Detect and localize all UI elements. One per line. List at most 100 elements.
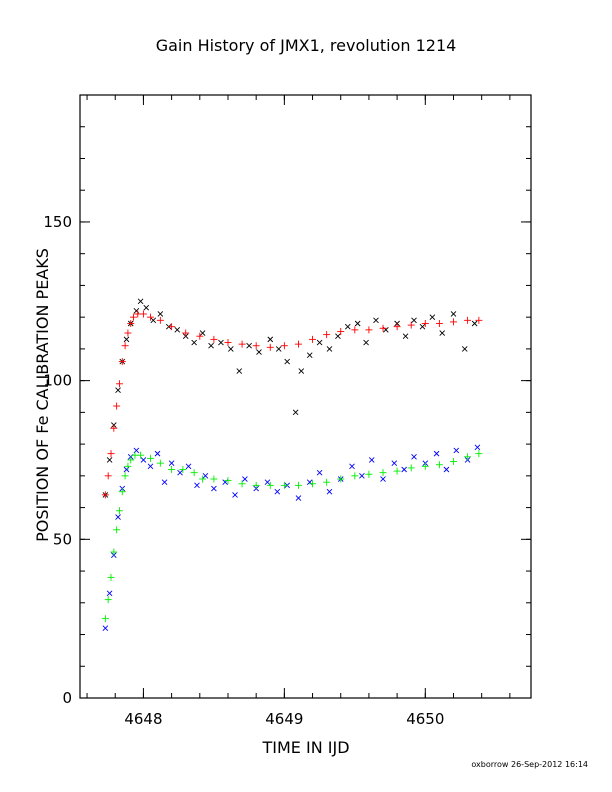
footer-credit: oxborrow 26-Sep-2012 16:14 [471, 760, 588, 769]
data-point [224, 477, 232, 485]
data-point [349, 463, 355, 470]
data-point [267, 336, 274, 343]
data-point [337, 327, 345, 335]
data-point [256, 349, 262, 355]
data-point [411, 453, 417, 460]
marker-stroke [391, 460, 398, 466]
data-point [190, 469, 198, 477]
data-point [130, 313, 138, 321]
marker-stroke [256, 349, 262, 355]
marker-stroke [174, 327, 181, 333]
data-point [359, 473, 365, 479]
data-point [380, 476, 386, 482]
marker-stroke [401, 466, 407, 473]
marker-stroke [267, 336, 274, 343]
data-point [154, 450, 161, 457]
data-point [115, 380, 123, 388]
data-point [211, 485, 217, 492]
marker-stroke [461, 346, 468, 352]
x-tick-label: 4650 [406, 710, 444, 728]
marker-stroke [194, 482, 200, 489]
data-point [118, 488, 126, 496]
y-axis-label: POSITION OF Fe CALIBRATION PEAKS [33, 248, 52, 542]
data-point [391, 460, 398, 466]
data-point [196, 332, 204, 340]
data-point [185, 463, 192, 470]
data-point [102, 625, 109, 631]
marker-stroke [295, 495, 302, 501]
data-point [179, 465, 187, 473]
marker-stroke [284, 358, 290, 365]
data-point [344, 323, 351, 330]
data-point [182, 329, 190, 337]
marker-stroke [106, 590, 113, 597]
series-3 [101, 450, 483, 623]
marker-stroke [246, 342, 252, 349]
data-point [309, 480, 317, 488]
data-point [115, 514, 121, 520]
marker-stroke [147, 463, 154, 470]
data-point [292, 409, 299, 416]
marker-stroke [133, 307, 140, 314]
data-point [218, 339, 224, 346]
y-tick-label: 0 [62, 689, 72, 707]
chart-title: Gain History of JMX1, revolution 1214 [156, 36, 457, 55]
marker-stroke [292, 409, 299, 416]
data-point [351, 472, 359, 480]
series-1 [102, 444, 481, 631]
data-point [106, 457, 113, 463]
axis-ticks: 4648 4649 4650 0 50 100 150 [43, 94, 531, 728]
data-point [323, 331, 331, 339]
data-point [280, 342, 288, 350]
data-point [323, 478, 331, 486]
data-point [435, 320, 443, 328]
marker-stroke [433, 450, 440, 457]
data-point [433, 450, 440, 457]
data-point [471, 320, 478, 327]
data-point [124, 329, 132, 337]
data-point [294, 340, 302, 348]
data-point [127, 456, 135, 464]
data-point [393, 323, 401, 331]
marker-stroke [275, 346, 282, 352]
marker-stroke [359, 473, 365, 479]
data-point [238, 340, 246, 348]
data-point [104, 596, 112, 604]
data-point [363, 339, 369, 346]
data-point [337, 475, 345, 483]
data-point [443, 466, 450, 473]
marker-stroke [140, 457, 147, 463]
marker-stroke [157, 311, 164, 317]
marker-stroke [439, 330, 446, 336]
data-point [474, 444, 481, 451]
data-points [101, 298, 483, 631]
marker-stroke [102, 625, 109, 631]
data-point [284, 358, 290, 365]
data-point [168, 460, 175, 466]
data-point [146, 454, 154, 462]
data-point [202, 473, 209, 479]
marker-stroke [471, 320, 478, 327]
data-point [139, 310, 147, 318]
data-point [306, 352, 313, 359]
y-tick-label: 100 [43, 372, 72, 390]
data-point [252, 342, 260, 350]
y-tick-label: 50 [53, 530, 72, 548]
x-axis-label: TIME IN IJD [261, 738, 349, 757]
data-point [121, 342, 129, 350]
data-point [191, 339, 197, 346]
data-point [280, 481, 288, 489]
x-tick-label: 4649 [265, 710, 303, 728]
data-point [137, 298, 144, 305]
marker-stroke [450, 311, 457, 317]
data-point [199, 330, 206, 336]
data-point [421, 320, 429, 328]
marker-stroke [191, 339, 197, 346]
marker-stroke [373, 317, 379, 324]
data-point [115, 387, 121, 393]
data-point [402, 333, 409, 340]
marker-stroke [453, 447, 460, 454]
data-point [275, 346, 282, 352]
data-point [168, 465, 176, 473]
